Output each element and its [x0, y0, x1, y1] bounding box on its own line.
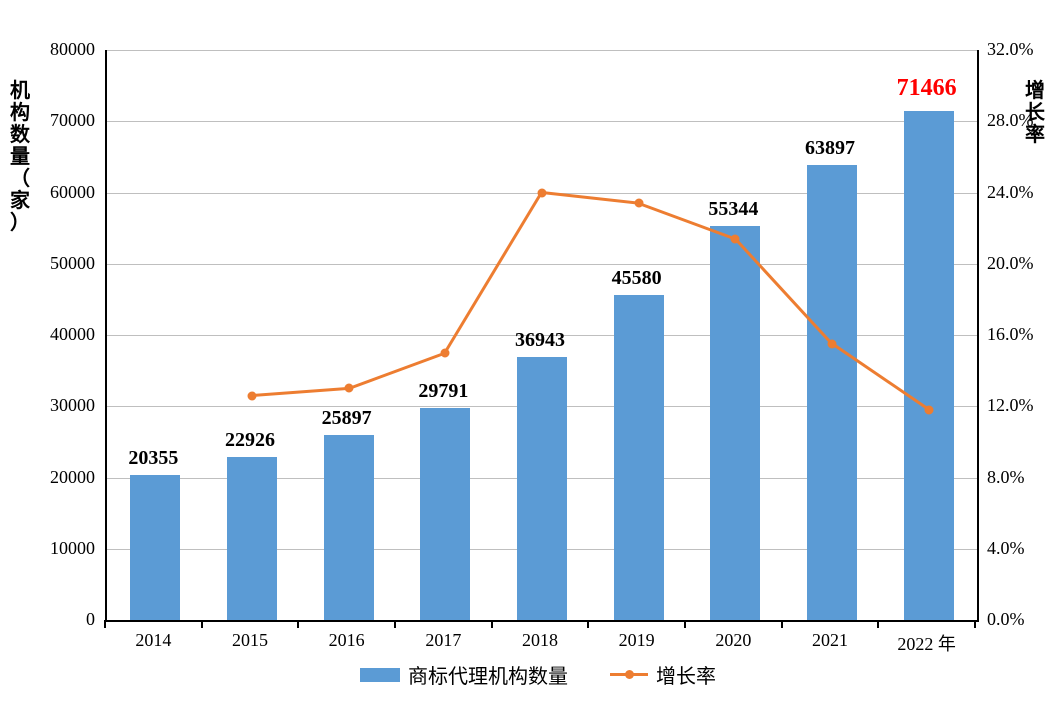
y-axis-left-title: 机构数量（家） [10, 80, 30, 234]
y-left-tick-label: 10000 [30, 538, 95, 559]
x-tick-label: 2014 [135, 630, 171, 651]
y-left-tick-label: 60000 [30, 182, 95, 203]
gridline [107, 121, 977, 122]
bar-label: 36943 [515, 329, 565, 352]
x-tick-label: 2022 年 [897, 630, 956, 656]
line-marker [248, 391, 257, 400]
x-tick-mark [491, 620, 493, 628]
x-tick-mark [974, 620, 976, 628]
bar [614, 295, 664, 620]
chart-container: 机构数量（家） 增长率 商标代理机构数量 增长率 00.0%100004.0%2… [0, 0, 1056, 705]
y-left-tick-label: 70000 [30, 110, 95, 131]
x-tick-mark [781, 620, 783, 628]
x-tick-mark [587, 620, 589, 628]
y-right-tick-label: 4.0% [987, 538, 1025, 559]
x-tick-mark [104, 620, 106, 628]
x-tick-label: 2021 [812, 630, 848, 651]
line-marker [828, 339, 837, 348]
legend-line-label: 增长率 [656, 660, 716, 689]
bar-label: 22926 [225, 429, 275, 452]
y-right-tick-label: 0.0% [987, 609, 1025, 630]
bar-label: 45580 [612, 267, 662, 290]
line-marker [924, 405, 933, 414]
x-tick-label: 2016 [329, 630, 365, 651]
x-tick-label: 2020 [715, 630, 751, 651]
bar [517, 357, 567, 620]
line-marker [731, 234, 740, 243]
x-tick-mark [877, 620, 879, 628]
y-right-tick-label: 20.0% [987, 253, 1034, 274]
line-marker [441, 348, 450, 357]
y-right-tick-label: 16.0% [987, 324, 1034, 345]
y-right-tick-label: 8.0% [987, 467, 1025, 488]
x-tick-mark [684, 620, 686, 628]
bar [420, 408, 470, 620]
bar-label: 25897 [322, 407, 372, 430]
y-left-tick-label: 0 [30, 609, 95, 630]
bar [710, 226, 760, 620]
y-right-tick-label: 32.0% [987, 39, 1034, 60]
x-tick-mark [297, 620, 299, 628]
legend-line: 增长率 [610, 660, 716, 689]
line-marker [344, 384, 353, 393]
legend-bar-swatch [360, 668, 400, 682]
bar [807, 165, 857, 620]
bar-label: 71466 [897, 75, 957, 102]
legend-line-swatch [610, 673, 648, 676]
bar [227, 457, 277, 620]
bar-label: 29791 [418, 380, 468, 403]
line-segment [252, 387, 349, 397]
x-tick-label: 2019 [619, 630, 655, 651]
x-tick-label: 2017 [425, 630, 461, 651]
bar-label: 55344 [708, 198, 758, 221]
bar [904, 111, 954, 620]
line-marker [538, 188, 547, 197]
x-tick-label: 2015 [232, 630, 268, 651]
bar-label: 20355 [128, 447, 178, 470]
line-marker [634, 199, 643, 208]
y-right-tick-label: 28.0% [987, 110, 1034, 131]
bar [324, 435, 374, 620]
y-left-tick-label: 30000 [30, 395, 95, 416]
x-tick-mark [394, 620, 396, 628]
legend-bar: 商标代理机构数量 [360, 660, 568, 689]
y-left-tick-label: 80000 [30, 39, 95, 60]
x-tick-mark [201, 620, 203, 628]
bar-label: 63897 [805, 137, 855, 160]
legend-bar-label: 商标代理机构数量 [408, 660, 568, 689]
gridline [107, 50, 977, 51]
y-left-tick-label: 40000 [30, 324, 95, 345]
x-tick-label: 2018 [522, 630, 558, 651]
bar [130, 475, 180, 620]
y-right-tick-label: 24.0% [987, 182, 1034, 203]
y-right-tick-label: 12.0% [987, 395, 1034, 416]
y-left-tick-label: 50000 [30, 253, 95, 274]
y-left-tick-label: 20000 [30, 467, 95, 488]
